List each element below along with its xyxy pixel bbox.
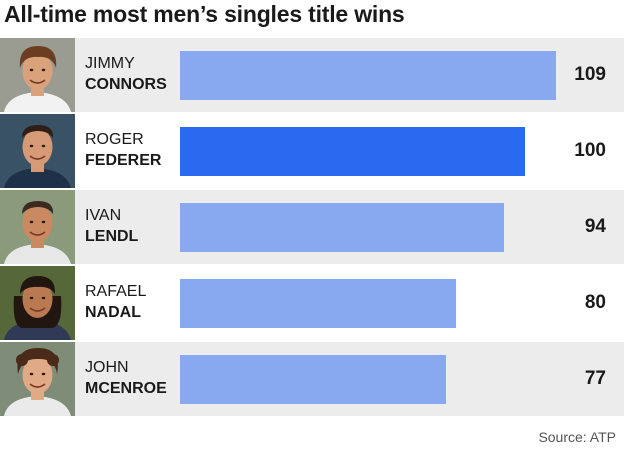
data-label: 100 [574,140,606,161]
category-label: IVAN LENDL [85,205,138,247]
first-name: JIMMY [85,55,135,72]
first-name: ROGER [85,131,144,148]
bar [180,127,525,176]
player-photo-mcenroe [0,342,75,416]
bar [180,279,456,328]
bar [180,51,556,100]
last-name: MCENROE [85,380,167,397]
last-name: CONNORS [85,76,167,93]
chart-row: ROGER FEDERER 100 [0,114,624,188]
category-label: JOHN MCENROE [85,357,167,399]
data-label: 80 [584,292,606,313]
chart-row: RAFAEL NADAL 80 [0,266,624,340]
last-name: LENDL [85,228,139,245]
player-photo-nadal [0,266,75,340]
source-note: Source: ATP [538,429,616,445]
first-name: IVAN [85,207,122,224]
first-name: RAFAEL [85,283,147,300]
player-photo-federer [0,114,75,188]
last-name: NADAL [85,304,141,321]
bar [180,203,504,252]
category-label: RAFAEL NADAL [85,281,146,323]
data-label: 109 [574,64,606,85]
player-photo-connors [0,38,75,112]
data-label: 77 [584,368,606,389]
chart-row: JIMMY CONNORS 109 [0,38,624,112]
chart-row: IVAN LENDL 94 [0,190,624,264]
data-label: 94 [584,216,606,237]
player-photo-lendl [0,190,75,264]
first-name: JOHN [85,359,129,376]
category-label: JIMMY CONNORS [85,53,167,95]
chart-title: All-time most men’s singles title wins [4,1,405,27]
last-name: FEDERER [85,152,162,169]
chart-row: JOHN MCENROE 77 [0,342,624,416]
category-label: ROGER FEDERER [85,129,161,171]
bar [180,355,446,404]
